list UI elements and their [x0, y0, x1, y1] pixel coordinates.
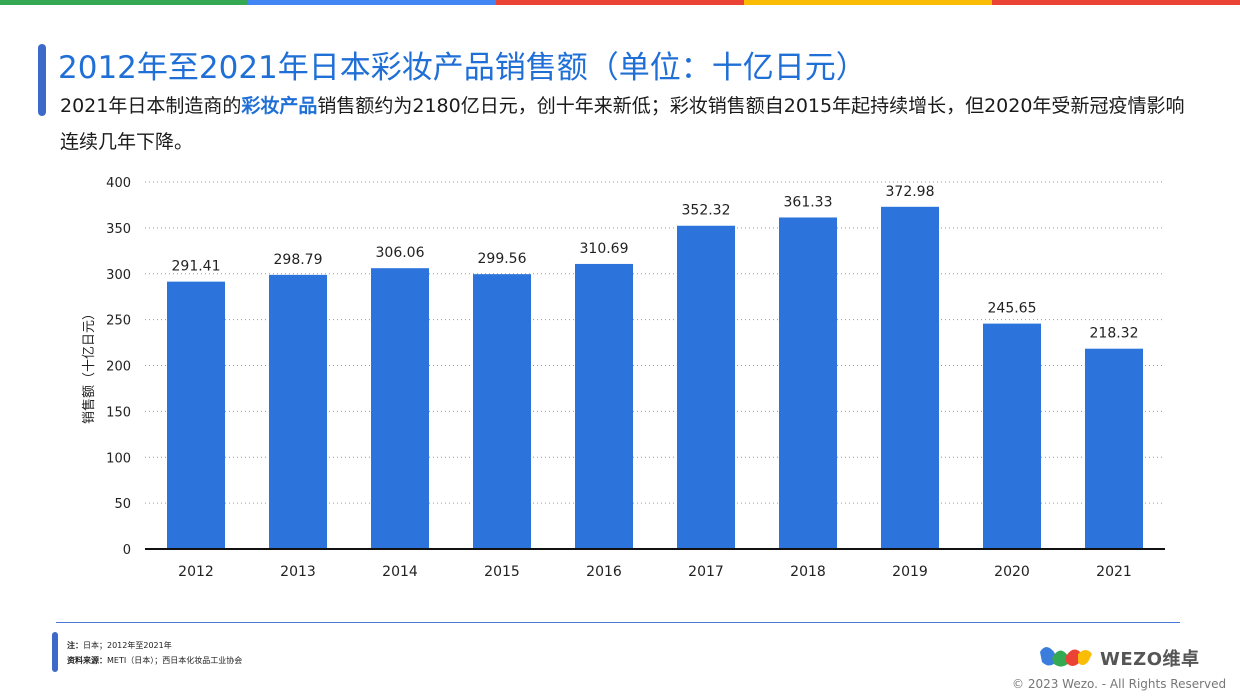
footnote-note: 注：日本；2012年至2021年	[67, 640, 172, 651]
y-tick-label: 250	[106, 314, 131, 329]
footer-divider	[56, 622, 1180, 623]
note-text: 日本；2012年至2021年	[83, 641, 172, 650]
x-tick-label: 2018	[790, 564, 826, 580]
x-tick-label: 2021	[1096, 564, 1132, 580]
note-label: 注：	[67, 641, 83, 650]
y-tick-label: 350	[106, 222, 131, 237]
data-label: 361.33	[784, 194, 833, 210]
bar	[371, 268, 429, 549]
x-tick-label: 2019	[892, 564, 928, 580]
data-label: 310.69	[580, 241, 629, 257]
bar	[983, 323, 1041, 549]
top-bar-segment	[496, 0, 744, 5]
x-tick-label: 2017	[688, 564, 724, 580]
description: 2021年日本制造商的彩妆产品销售额约为2180亿日元，创十年来新低；彩妆销售额…	[60, 88, 1190, 160]
bar	[269, 274, 327, 549]
y-tick-label: 300	[106, 268, 131, 283]
y-tick-label: 0	[123, 543, 131, 558]
footer-accent-bar	[52, 632, 58, 672]
y-tick-label: 150	[106, 405, 131, 420]
top-bar-segment	[248, 0, 496, 5]
x-tick-label: 2013	[280, 564, 316, 580]
source-label: 资料来源：	[67, 656, 107, 665]
wezo-logo-icon	[1040, 647, 1092, 667]
title-accent-bar	[38, 44, 46, 116]
bar	[167, 281, 225, 549]
bar	[473, 274, 531, 549]
description-suffix: 销售额约为2180亿日元，创十年来新低；彩妆销售额自2015年起持续增长，但20…	[60, 95, 1185, 153]
y-axis-title: 销售额（十亿日元）	[81, 307, 97, 424]
page-title: 2012年至2021年日本彩妆产品销售额（单位：十亿日元）	[58, 50, 867, 86]
bar	[779, 217, 837, 549]
top-bar-segment	[0, 0, 248, 5]
top-bar-segment	[992, 0, 1240, 5]
brand-name: WEZO维卓	[1100, 649, 1200, 670]
top-bar-segment	[744, 0, 992, 5]
copyright: © 2023 Wezo. - All Rights Reserved	[1012, 677, 1227, 691]
top-color-bar	[0, 0, 1240, 5]
x-tick-label: 2015	[484, 564, 520, 580]
x-tick-label: 2012	[178, 564, 214, 580]
bar	[881, 206, 939, 550]
data-label: 299.56	[478, 251, 527, 267]
data-label: 306.06	[376, 245, 425, 261]
footnote-source: 资料来源：METI（日本）；西日本化妆品工业协会	[67, 655, 242, 666]
data-label: 352.32	[682, 203, 731, 219]
data-label: 218.32	[1090, 326, 1139, 342]
description-highlight: 彩妆产品	[241, 95, 318, 117]
x-tick-label: 2020	[994, 564, 1030, 580]
x-tick-label: 2016	[586, 564, 622, 580]
y-tick-label: 200	[106, 360, 131, 375]
description-prefix: 2021年日本制造商的	[60, 95, 242, 117]
data-label: 372.98	[886, 184, 935, 200]
y-tick-label: 100	[106, 451, 131, 466]
y-tick-label: 50	[114, 497, 131, 512]
data-label: 291.41	[172, 259, 221, 275]
source-text: METI（日本）；西日本化妆品工业协会	[107, 656, 243, 665]
bar	[1085, 348, 1143, 549]
y-tick-label: 400	[106, 176, 131, 191]
bar	[575, 263, 633, 549]
data-label: 245.65	[988, 301, 1037, 317]
data-label: 298.79	[274, 252, 323, 268]
bar	[677, 225, 735, 549]
x-tick-label: 2014	[382, 564, 418, 580]
